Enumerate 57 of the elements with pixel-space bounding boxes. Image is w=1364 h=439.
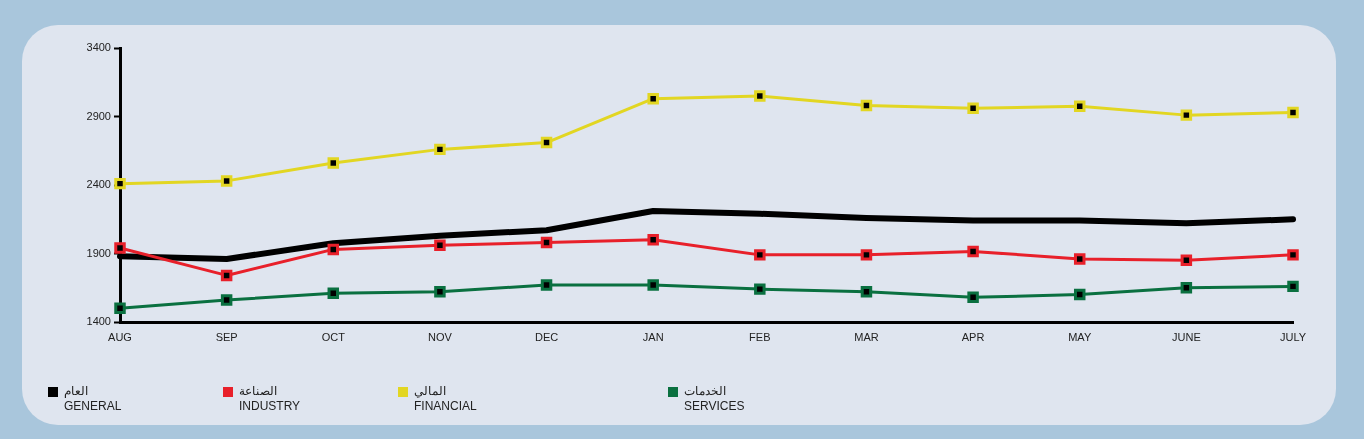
legend-label: الخدمات SERVICES (684, 384, 745, 414)
point (114, 242, 126, 254)
point (327, 157, 340, 169)
x-tick-label: SEP (215, 330, 238, 343)
y-tick-label: 3400 (86, 41, 111, 54)
point (1073, 288, 1086, 301)
point (967, 291, 979, 304)
x-tick-label: FEB (749, 330, 771, 343)
point (540, 136, 553, 149)
point (220, 269, 233, 282)
y-tick-label: 1900 (86, 246, 111, 259)
point (967, 245, 979, 258)
point (1180, 282, 1193, 294)
point (1073, 100, 1086, 112)
point (754, 283, 766, 295)
legend-label: المالي FINANCIAL (414, 384, 477, 414)
legend-label: العام GENERAL (64, 384, 122, 414)
point (647, 92, 659, 105)
point (114, 177, 126, 190)
point (434, 143, 446, 156)
point (540, 279, 553, 291)
point (1180, 109, 1193, 121)
point (540, 236, 553, 249)
x-tick-label: JUNE (1172, 330, 1201, 343)
point (114, 302, 126, 315)
point (647, 279, 659, 291)
point (1287, 106, 1299, 119)
point (220, 175, 233, 187)
x-tick-label: NOV (427, 330, 453, 343)
point (327, 287, 340, 299)
point (220, 294, 233, 306)
point (1287, 280, 1299, 293)
point (1180, 254, 1193, 267)
point (434, 286, 446, 298)
point (754, 90, 766, 102)
x-tick-label: AUG (108, 330, 132, 343)
x-tick-label: MAR (854, 330, 879, 343)
x-tick-label: DEC (534, 330, 559, 343)
point (860, 99, 873, 112)
legend-label: الصناعة INDUSTRY (239, 384, 301, 414)
x-tick-label: APR (961, 330, 985, 343)
x-tick-label: JAN (642, 330, 664, 343)
point (860, 286, 873, 298)
y-tick-label: 1400 (86, 315, 111, 328)
x-tick-label: OCT (321, 330, 346, 343)
y-tick-label: 2400 (86, 178, 111, 191)
point (754, 249, 766, 261)
point (1073, 253, 1086, 265)
point (860, 249, 873, 261)
point (1287, 249, 1299, 261)
y-tick-label: 2900 (86, 109, 111, 122)
x-tick-label: MAY (1068, 330, 1092, 343)
point (967, 102, 979, 115)
point (434, 239, 446, 252)
point (327, 243, 340, 256)
x-tick-label: JULY (1279, 330, 1307, 343)
point (647, 234, 659, 246)
